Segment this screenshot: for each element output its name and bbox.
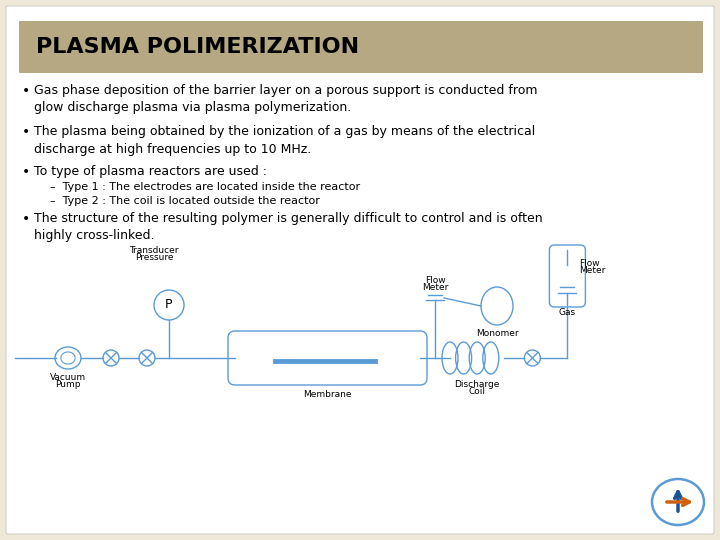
Text: PLASMA POLIMERIZATION: PLASMA POLIMERIZATION	[36, 37, 359, 57]
Text: P: P	[166, 299, 173, 312]
FancyBboxPatch shape	[549, 245, 585, 307]
FancyBboxPatch shape	[19, 21, 703, 73]
Text: To type of plasma reactors are used :: To type of plasma reactors are used :	[34, 165, 267, 178]
FancyBboxPatch shape	[6, 6, 714, 534]
Text: Coil: Coil	[469, 387, 486, 396]
Text: Pressure: Pressure	[135, 253, 174, 262]
Text: –  Type 2 : The coil is located outside the reactor: – Type 2 : The coil is located outside t…	[50, 196, 320, 206]
Text: •: •	[22, 165, 30, 179]
Text: Gas phase deposition of the barrier layer on a porous support is conducted from
: Gas phase deposition of the barrier laye…	[34, 84, 538, 114]
FancyBboxPatch shape	[555, 264, 580, 288]
Text: –  Type 1 : The electrodes are located inside the reactor: – Type 1 : The electrodes are located in…	[50, 182, 360, 192]
Text: Meter: Meter	[580, 266, 606, 275]
Text: •: •	[22, 125, 30, 139]
Text: The plasma being obtained by the ionization of a gas by means of the electrical
: The plasma being obtained by the ionizat…	[34, 125, 535, 156]
Text: Gas: Gas	[559, 308, 576, 317]
Text: Flow: Flow	[425, 276, 445, 285]
Text: The structure of the resulting polymer is generally difficult to control and is : The structure of the resulting polymer i…	[34, 212, 543, 242]
Text: Membrane: Membrane	[303, 390, 352, 399]
Text: Discharge: Discharge	[454, 380, 500, 389]
Text: •: •	[22, 212, 30, 226]
Text: Vacuum: Vacuum	[50, 373, 86, 382]
Text: Flow: Flow	[580, 259, 600, 268]
Text: Transducer: Transducer	[130, 246, 179, 255]
Text: •: •	[22, 84, 30, 98]
Text: Monomer: Monomer	[476, 329, 518, 338]
Text: Pump: Pump	[55, 380, 81, 389]
Text: Meter: Meter	[422, 283, 448, 292]
FancyBboxPatch shape	[228, 331, 427, 385]
